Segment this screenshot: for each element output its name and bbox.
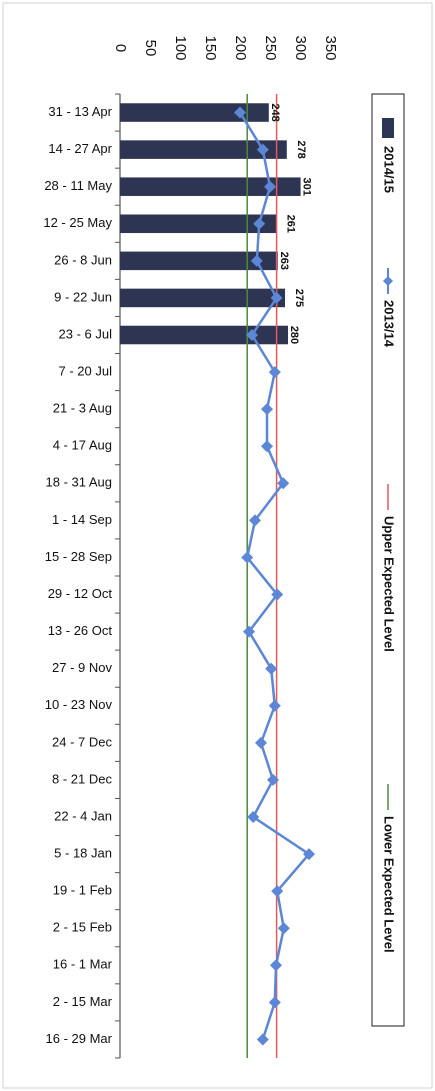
- line-marker: [271, 885, 284, 898]
- line-marker: [277, 477, 290, 490]
- line-marker: [255, 736, 267, 749]
- category-label: 23 - 6 Jul: [59, 326, 113, 341]
- category-label: 14 - 27 Apr: [48, 141, 112, 156]
- line-marker: [256, 143, 269, 156]
- bar-data-label: 248: [269, 103, 281, 121]
- bar: [120, 103, 269, 122]
- category-label: 16 - 29 Mar: [46, 1031, 113, 1046]
- line-marker: [246, 329, 258, 341]
- line-marker: [261, 440, 273, 453]
- category-label: 19 - 1 Feb: [53, 883, 112, 898]
- line-marker: [256, 1033, 269, 1046]
- category-label: 22 - 4 Jan: [54, 808, 112, 823]
- category-label: 12 - 25 May: [43, 215, 112, 230]
- category-label: 15 - 28 Sep: [45, 549, 112, 564]
- category-label: 13 - 26 Oct: [48, 623, 113, 638]
- category-label: 18 - 31 Aug: [46, 475, 113, 490]
- value-tick-label: 250: [262, 35, 279, 60]
- value-tick-label: 150: [202, 35, 219, 60]
- line-marker: [261, 403, 273, 416]
- series-line: [238, 111, 311, 1040]
- line-marker: [265, 662, 278, 675]
- bar: [120, 288, 285, 308]
- line-marker: [264, 180, 276, 193]
- line-marker: [253, 217, 266, 230]
- value-tick-label: 100: [172, 35, 189, 60]
- bar-data-label: 261: [285, 215, 297, 233]
- bar-data-label: 263: [278, 252, 290, 270]
- bar-data-label: 275: [293, 289, 305, 307]
- category-label: 24 - 7 Dec: [52, 734, 112, 749]
- bar: [120, 251, 278, 271]
- line-marker: [303, 848, 315, 861]
- line-marker: [243, 625, 255, 638]
- category-label: 31 - 13 Apr: [48, 104, 112, 119]
- value-tick-label: 350: [322, 35, 339, 60]
- legend-entry-label: 2014/15: [382, 146, 397, 193]
- bar: [120, 325, 288, 345]
- line-marker: [277, 922, 290, 935]
- line-marker: [270, 959, 282, 972]
- category-label: 2 - 15 Feb: [53, 920, 112, 935]
- category-label: 1 - 14 Sep: [52, 512, 112, 527]
- bar: [120, 214, 277, 234]
- legend-entry-label: Upper Expected Level: [382, 516, 397, 652]
- category-label: 2 - 15 Mar: [53, 994, 113, 1009]
- category-label: 7 - 20 Jul: [59, 364, 113, 379]
- bar-data-label: 280: [288, 326, 300, 344]
- legend: 2014/15 2013/14 Upper Expected Level Lower …: [371, 93, 405, 1027]
- value-tick-label: 50: [142, 40, 159, 57]
- legend-swatch-marker: [383, 276, 393, 286]
- legend-swatch-bar: [382, 118, 394, 138]
- line-marker: [250, 254, 263, 267]
- line-marker: [241, 551, 254, 564]
- value-tick-label: 200: [232, 35, 249, 60]
- bar-data-label: 278: [295, 140, 307, 158]
- category-label: 9 - 22 Jun: [54, 289, 112, 304]
- category-label: 16 - 1 Mar: [53, 957, 113, 972]
- value-tick-label: 300: [292, 35, 309, 60]
- category-label: 4 - 17 Aug: [53, 438, 112, 453]
- plot-area: 0 50 100 150 200 250 300 350 31 - 13 Apr 14 - 27 …: [43, 35, 339, 1059]
- legend-entry-label: 2013/14: [382, 300, 397, 348]
- category-label: 27 - 9 Nov: [52, 660, 112, 675]
- line-marker: [268, 699, 281, 712]
- line-marker: [247, 811, 260, 823]
- bar: [120, 140, 287, 159]
- category-label: 5 - 18 Jan: [54, 846, 112, 861]
- line-marker: [268, 996, 281, 1009]
- legend-entry-label: Lower Expected Level: [382, 816, 397, 953]
- category-label: 8 - 21 Dec: [52, 771, 112, 786]
- bar: [120, 177, 301, 196]
- line-marker: [249, 514, 261, 527]
- line-marker: [267, 773, 279, 786]
- value-tick-label: 0: [112, 44, 129, 52]
- line-marker: [234, 106, 246, 119]
- category-label: 29 - 12 Oct: [48, 586, 113, 601]
- category-label: 10 - 23 Nov: [45, 697, 113, 712]
- line-marker: [268, 366, 281, 379]
- category-label: 26 - 8 Jun: [54, 252, 112, 267]
- bar-data-label: 301: [301, 178, 313, 196]
- line-marker: [271, 588, 284, 601]
- category-label: 21 - 3 Aug: [53, 401, 112, 416]
- line-marker: [270, 291, 283, 304]
- legend-box: [371, 93, 405, 1027]
- category-label: 28 - 11 May: [44, 178, 112, 193]
